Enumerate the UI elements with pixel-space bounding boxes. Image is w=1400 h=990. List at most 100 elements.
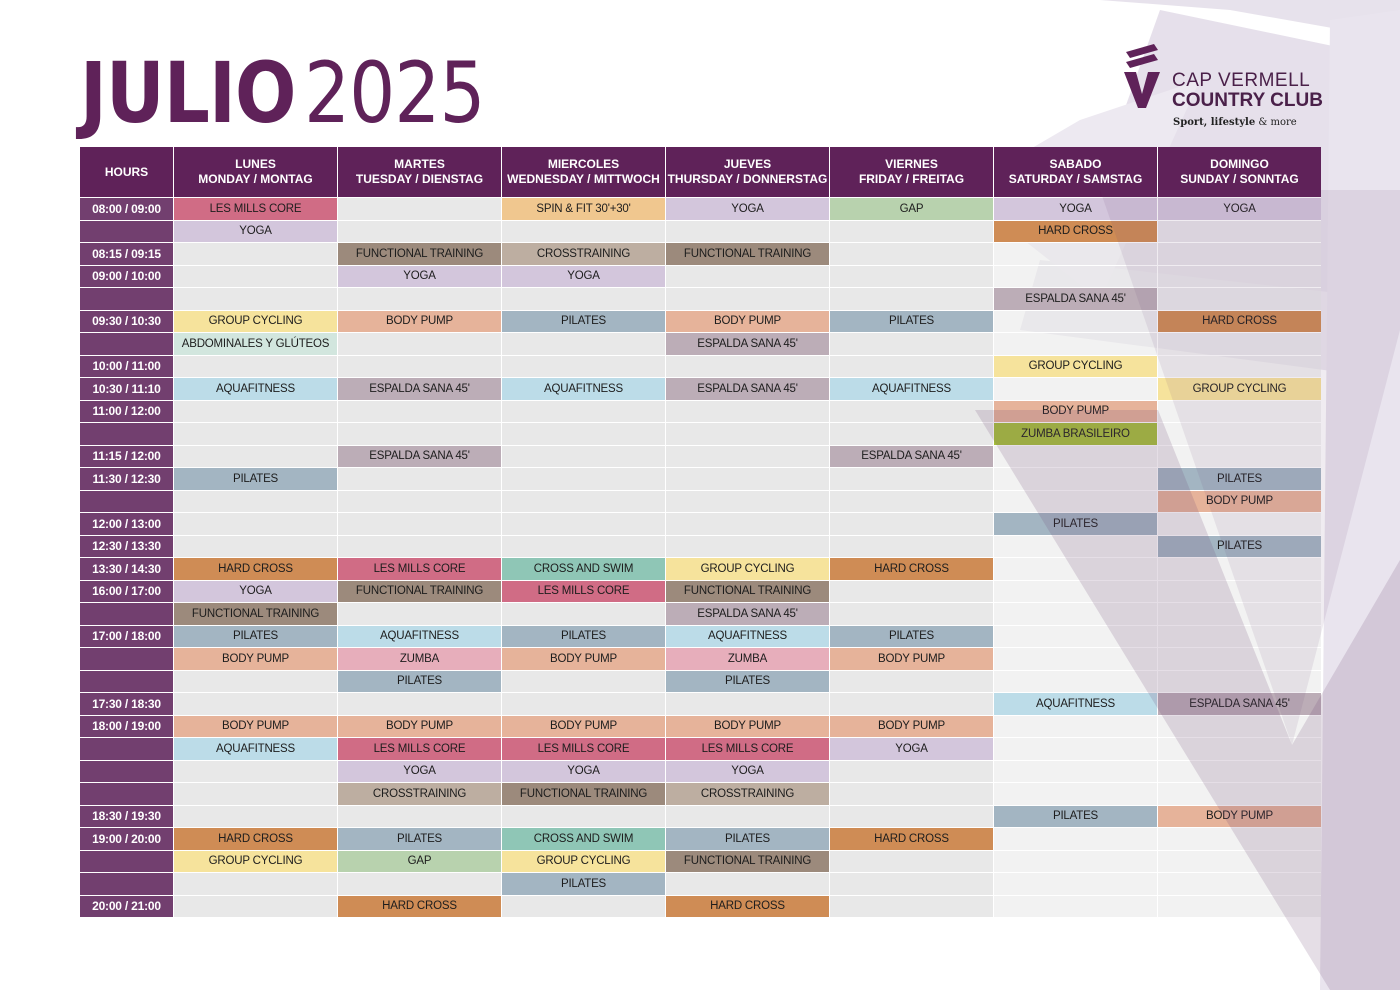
- empty-cell: [173, 759, 337, 782]
- empty-cell: [665, 264, 829, 287]
- class-cell: AQUAFITNESS: [829, 377, 993, 400]
- logo-name-line1: CAP VERMELL: [1172, 70, 1311, 91]
- empty-cell: [337, 332, 501, 355]
- hour-cell: 08:15 / 09:15: [80, 242, 173, 265]
- empty-cell: [829, 489, 993, 512]
- class-cell: CROSSTRAINING: [337, 782, 501, 805]
- day-name-translations: FRIDAY / FREITAG: [858, 172, 965, 186]
- class-cell: PILATES: [829, 624, 993, 647]
- class-cell: GROUP CYCLING: [665, 557, 829, 580]
- empty-cell: [829, 332, 993, 355]
- empty-cell: [337, 197, 501, 220]
- hour-cell: [80, 759, 173, 782]
- empty-cell: [993, 579, 1157, 602]
- empty-cell: [337, 534, 501, 557]
- class-cell: YOGA: [337, 759, 501, 782]
- hour-cell: [80, 647, 173, 670]
- empty-cell: [829, 264, 993, 287]
- empty-cell: [1157, 647, 1321, 670]
- empty-cell: [501, 894, 665, 917]
- class-cell: FUNCTIONAL TRAINING: [665, 579, 829, 602]
- class-cell: AQUAFITNESS: [173, 737, 337, 760]
- class-cell: PILATES: [665, 827, 829, 850]
- empty-cell: [829, 579, 993, 602]
- empty-cell: [1157, 399, 1321, 422]
- hour-cell: [80, 669, 173, 692]
- empty-cell: [337, 354, 501, 377]
- empty-cell: [829, 399, 993, 422]
- empty-cell: [993, 647, 1157, 670]
- empty-cell: [337, 399, 501, 422]
- empty-cell: [173, 782, 337, 805]
- day-name-translations: SUNDAY / SONNTAG: [1180, 172, 1299, 186]
- empty-cell: [1157, 827, 1321, 850]
- class-cell: GROUP CYCLING: [173, 849, 337, 872]
- empty-cell: [829, 602, 993, 625]
- class-cell: ESPALDA SANA 45': [337, 444, 501, 467]
- empty-cell: [993, 894, 1157, 917]
- day-name: DOMINGO: [1210, 157, 1269, 171]
- class-cell: HARD CROSS: [829, 557, 993, 580]
- empty-cell: [1157, 219, 1321, 242]
- empty-cell: [501, 512, 665, 535]
- class-cell: YOGA: [665, 197, 829, 220]
- class-cell: PILATES: [337, 827, 501, 850]
- empty-cell: [173, 264, 337, 287]
- empty-cell: [501, 534, 665, 557]
- empty-cell: [993, 444, 1157, 467]
- empty-cell: [337, 422, 501, 445]
- empty-cell: [337, 219, 501, 242]
- class-cell: YOGA: [665, 759, 829, 782]
- empty-cell: [337, 287, 501, 310]
- empty-cell: [501, 669, 665, 692]
- class-cell: BODY PUMP: [173, 714, 337, 737]
- empty-cell: [993, 467, 1157, 490]
- class-cell: PILATES: [501, 309, 665, 332]
- empty-cell: [829, 872, 993, 895]
- hour-cell: 09:00 / 10:00: [80, 264, 173, 287]
- class-cell: GROUP CYCLING: [173, 309, 337, 332]
- empty-cell: [665, 512, 829, 535]
- empty-cell: [501, 804, 665, 827]
- hour-cell: 11:30 / 12:30: [80, 467, 173, 490]
- class-cell: PILATES: [993, 804, 1157, 827]
- empty-cell: [1157, 512, 1321, 535]
- empty-cell: [1157, 872, 1321, 895]
- empty-cell: [173, 489, 337, 512]
- class-cell: BODY PUMP: [337, 714, 501, 737]
- empty-cell: [993, 309, 1157, 332]
- hour-cell: [80, 422, 173, 445]
- logo-tagline: Sport, lifestyle & more: [1173, 117, 1297, 128]
- empty-cell: [501, 287, 665, 310]
- empty-cell: [665, 489, 829, 512]
- empty-cell: [665, 804, 829, 827]
- empty-cell: [501, 489, 665, 512]
- day-name: LUNES: [235, 157, 276, 171]
- empty-cell: [1157, 354, 1321, 377]
- empty-cell: [173, 354, 337, 377]
- class-cell: HARD CROSS: [1157, 309, 1321, 332]
- empty-cell: [1157, 264, 1321, 287]
- hour-cell: 17:00 / 18:00: [80, 624, 173, 647]
- empty-cell: [993, 624, 1157, 647]
- empty-cell: [993, 534, 1157, 557]
- day-name: MIERCOLES: [547, 157, 620, 171]
- empty-cell: [1157, 557, 1321, 580]
- empty-cell: [1157, 287, 1321, 310]
- empty-cell: [337, 489, 501, 512]
- hour-cell: 19:00 / 20:00: [80, 827, 173, 850]
- class-cell: BODY PUMP: [173, 647, 337, 670]
- empty-cell: [1157, 624, 1321, 647]
- hour-cell: 12:30 / 13:30: [80, 534, 173, 557]
- empty-cell: [1157, 759, 1321, 782]
- empty-cell: [829, 692, 993, 715]
- page-title: JULIO 2025: [80, 48, 485, 138]
- class-cell: ZUMBA BRASILEIRO: [993, 422, 1157, 445]
- class-cell: GAP: [337, 849, 501, 872]
- class-cell: FUNCTIONAL TRAINING: [337, 242, 501, 265]
- class-cell: AQUAFITNESS: [337, 624, 501, 647]
- logo-tagline-rest: & more: [1255, 117, 1297, 128]
- class-cell: YOGA: [337, 264, 501, 287]
- hour-cell: 18:30 / 19:30: [80, 804, 173, 827]
- class-cell: YOGA: [501, 759, 665, 782]
